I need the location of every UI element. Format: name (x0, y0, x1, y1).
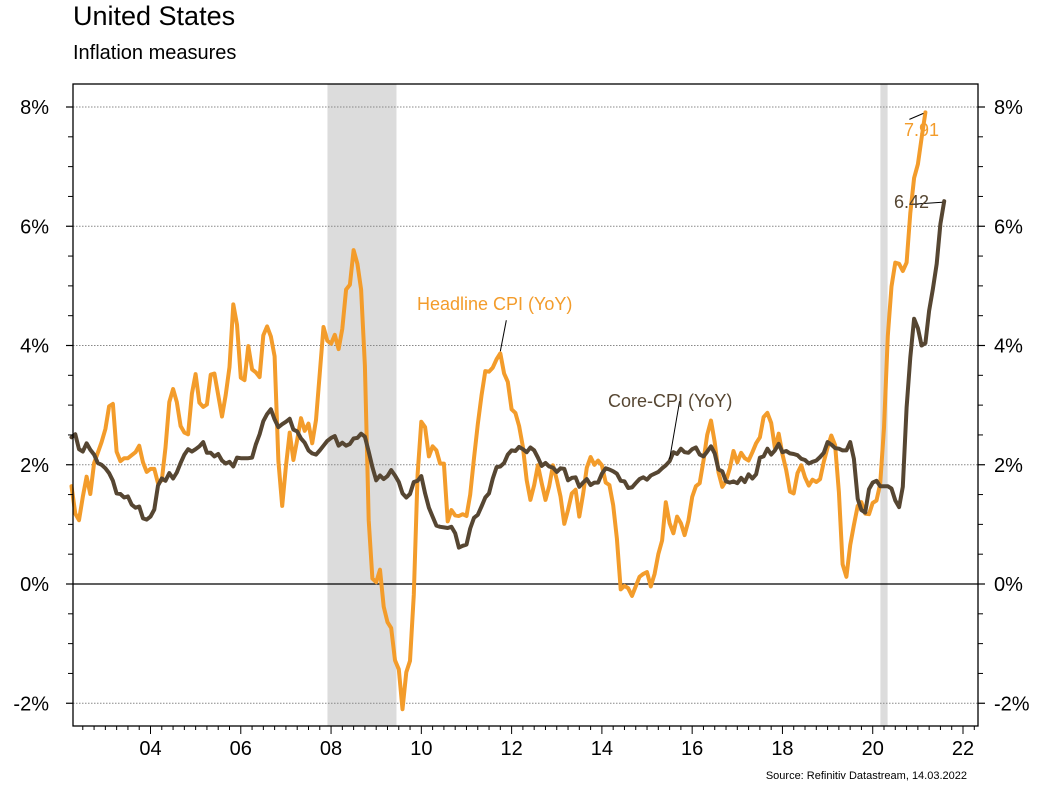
headline-leader-line (499, 320, 507, 352)
gridlines-group (73, 106, 978, 704)
core-end-value: 6.42 (894, 192, 929, 212)
x-tick-label: 12 (500, 738, 522, 760)
x-tick-label: 18 (771, 738, 793, 760)
y-tick-label-right: 8% (994, 97, 1023, 119)
y-tick-label-left: 0% (20, 574, 49, 596)
y-tick-label-left: 4% (20, 336, 49, 358)
headline-end-leader (909, 112, 924, 120)
y-tick-label-right: 4% (994, 336, 1023, 358)
core-line (69, 199, 947, 550)
headline-line (69, 110, 928, 712)
y-tick-label-left: 8% (20, 97, 49, 119)
headline-end-value: 7.91 (904, 120, 939, 140)
annotations-group: Headline CPI (YoY) Core-CPI (YoY) 7.91 6.42 (417, 112, 943, 460)
headline-label: Headline CPI (YoY) (417, 294, 572, 314)
axes-group: 8% 8% 6% 6% 4% 4% 2% 2% 0% 0% -2% -2% 04 06 08 10 12 14 16… (13, 97, 1029, 760)
x-tick-label: 22 (952, 738, 974, 760)
x-tick-label: 16 (681, 738, 703, 760)
x-tick-label: 20 (862, 738, 884, 760)
series-group (69, 110, 947, 712)
y-tick-label-right: -2% (994, 693, 1030, 715)
x-tick-label: 04 (139, 738, 161, 760)
x-tick-label: 10 (410, 738, 432, 760)
y-tick-label-left: 6% (20, 216, 49, 238)
y-tick-label-left: -2% (13, 693, 49, 715)
core-label: Core-CPI (YoY) (608, 391, 732, 411)
source-note: Source: Refinitiv Datastream, 14.03.2022 (765, 770, 967, 782)
core-end-leader (912, 201, 943, 205)
x-tick-label: 08 (320, 738, 342, 760)
core-leader-line (669, 401, 681, 460)
y-tick-label-left: 2% (20, 455, 49, 477)
x-tick-label: 06 (230, 738, 252, 760)
chart-subtitle: Inflation measures (73, 42, 237, 64)
recession-2008-band (327, 84, 397, 726)
y-tick-label-right: 0% (994, 574, 1023, 596)
x-tick-label: 14 (591, 738, 613, 760)
y-tick-label-right: 6% (994, 216, 1023, 238)
chart-title: United States (73, 1, 236, 31)
y-tick-label-right: 2% (994, 455, 1023, 477)
